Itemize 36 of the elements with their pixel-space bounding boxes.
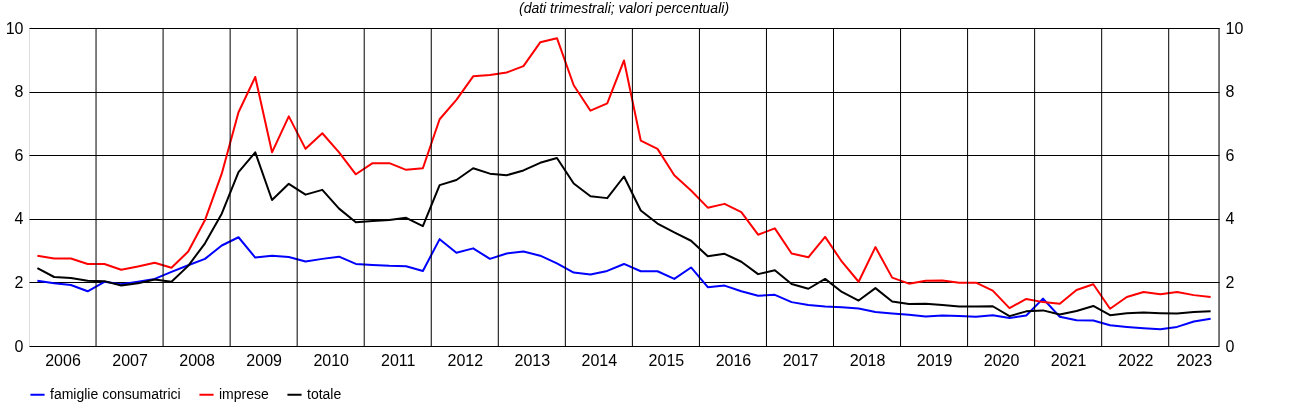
x-tick-label: 2014 (581, 351, 618, 369)
x-tick-label: 2018 (849, 351, 886, 369)
y-tick-label: 6 (14, 146, 24, 164)
y2-tick-label: 10 (1225, 19, 1244, 37)
y2-tick-label: 6 (1225, 146, 1235, 164)
x-tick-label: 2021 (1050, 351, 1087, 369)
x-tick-label: 2007 (112, 351, 148, 369)
x-tick-label: 2020 (983, 351, 1020, 369)
x-tick-label: 2009 (246, 351, 283, 369)
x-tick-label: 2017 (782, 351, 819, 369)
x-tick-label: 2006 (45, 351, 81, 369)
y-tick-label: 4 (14, 210, 24, 228)
y2-tick-label: 2 (1225, 273, 1235, 291)
x-tick-label: 2008 (179, 351, 215, 369)
x-tick-label: 2022 (1117, 351, 1154, 369)
x-tick-label: 2015 (648, 351, 685, 369)
y-tick-label: 2 (14, 273, 24, 291)
legend-label: famiglie consumatrici (50, 385, 181, 402)
legend-label: totale (307, 385, 342, 402)
x-tick-label: 2023 (1176, 351, 1213, 369)
y-tick-label: 10 (5, 19, 24, 37)
legend-label: imprese (219, 385, 270, 402)
x-tick-label: 2011 (381, 351, 416, 369)
x-tick-label: 2013 (514, 351, 551, 369)
y2-tick-label: 0 (1225, 337, 1235, 355)
y-tick-label: 8 (14, 83, 24, 101)
y2-tick-label: 4 (1225, 210, 1235, 228)
x-tick-label: 2010 (313, 351, 350, 369)
y2-tick-label: 8 (1225, 83, 1235, 101)
line-series (36, 37, 1212, 310)
x-tick-label: 2012 (447, 351, 484, 369)
line-series (36, 236, 1212, 331)
y-tick-label: 0 (14, 337, 24, 355)
x-tick-label: 2019 (916, 351, 953, 369)
x-tick-label: 2016 (715, 351, 752, 369)
chart-title: (dati trimestrali; valori percentuali) (518, 0, 730, 16)
